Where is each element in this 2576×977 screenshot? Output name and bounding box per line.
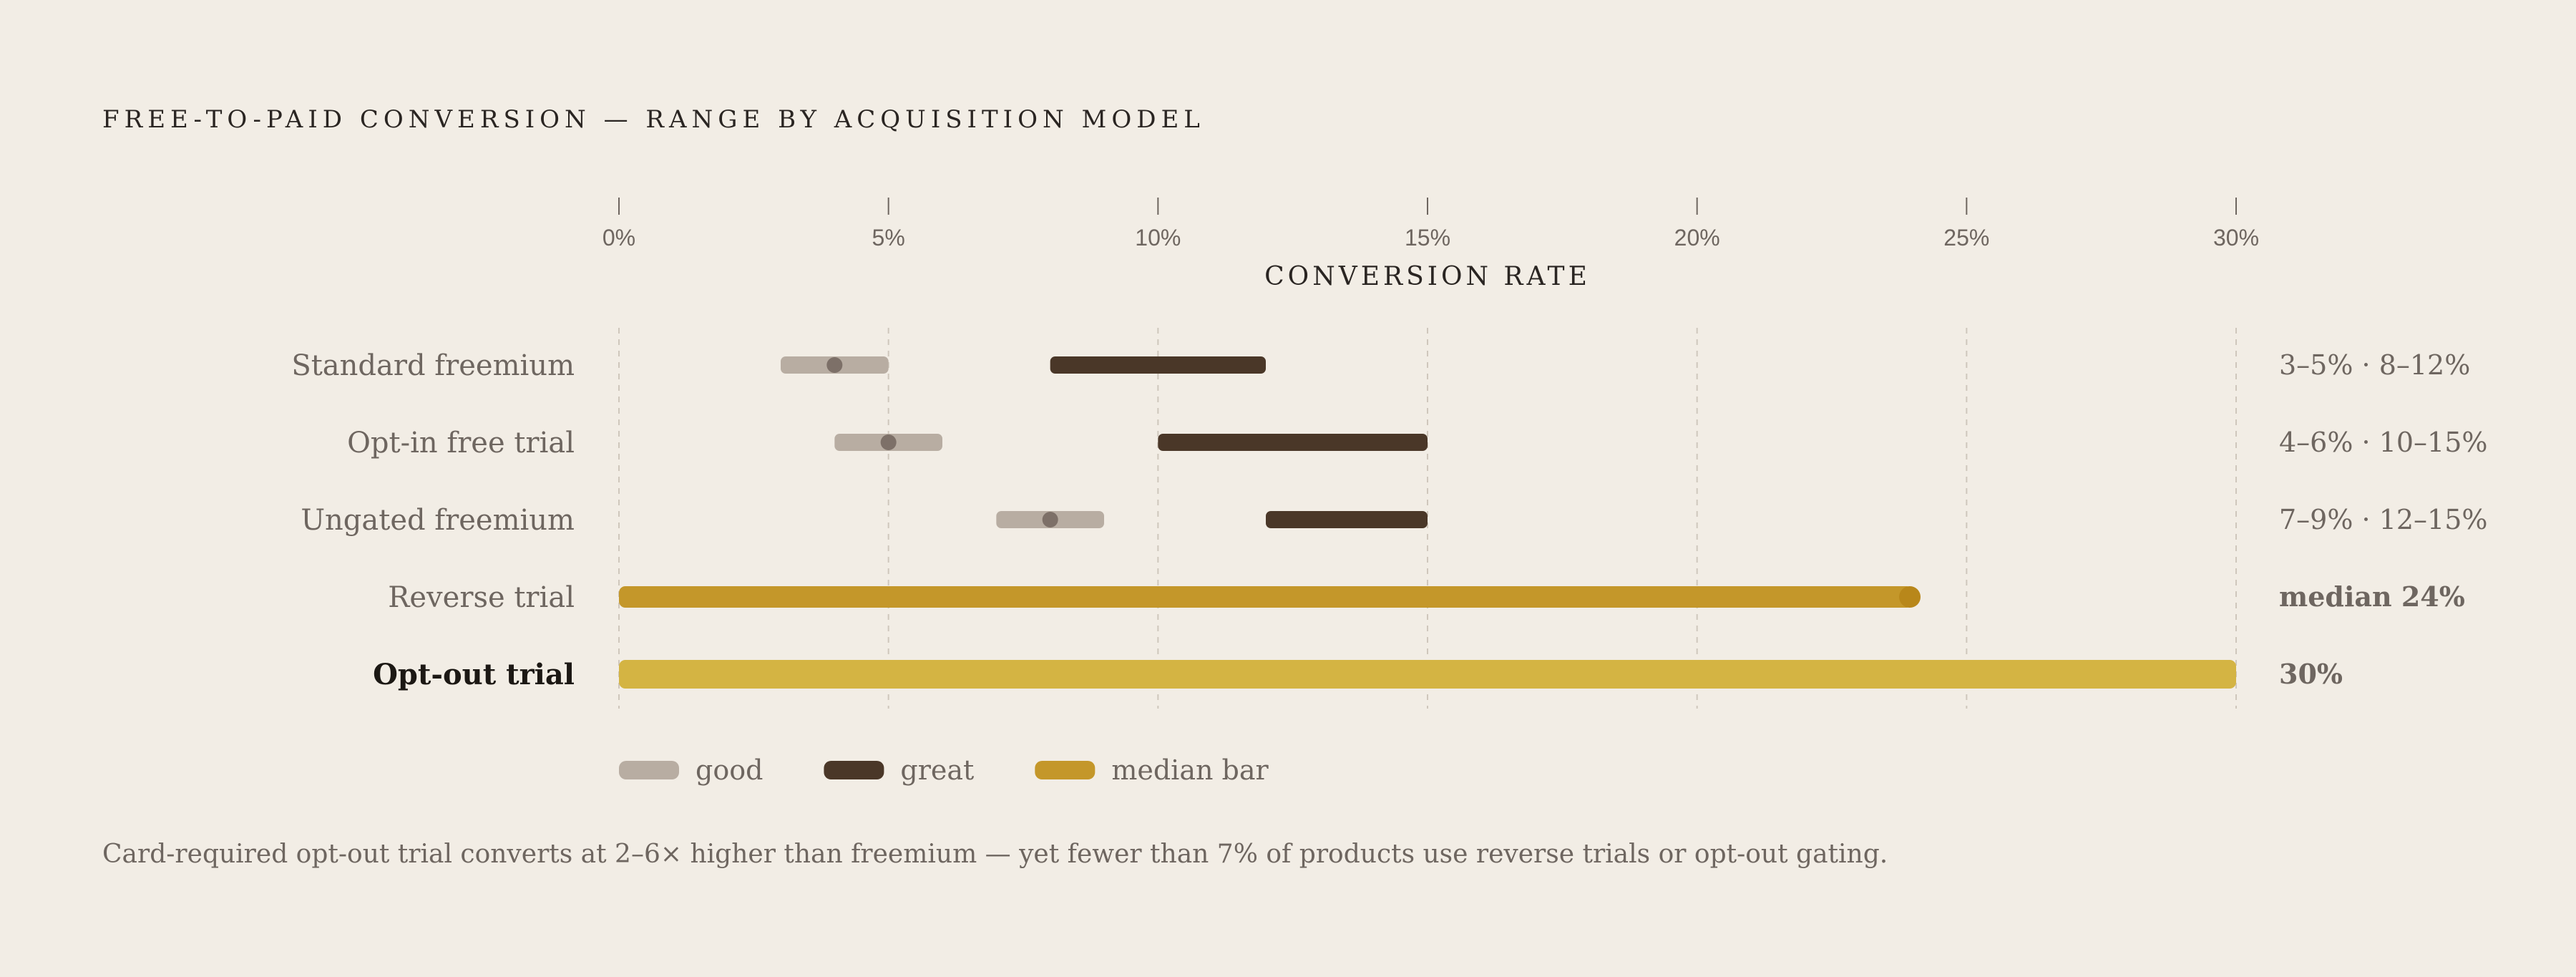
- x-axis-title: CONVERSION RATE: [1264, 262, 1591, 291]
- good-point-marker: [880, 434, 897, 450]
- row-value-label: median 24%: [2279, 580, 2465, 613]
- tick-label: 30%: [2213, 225, 2259, 251]
- row-value-label: 4–6% · 10–15%: [2279, 427, 2488, 458]
- tick-label: 10%: [1135, 225, 1181, 251]
- tick-label: 5%: [872, 225, 905, 251]
- legend-swatch-median: [1035, 761, 1096, 779]
- chart-title: FREE-TO-PAID CONVERSION — RANGE BY ACQUI…: [102, 105, 1205, 134]
- row-label: Opt-in free trial: [347, 427, 575, 460]
- great-range-bar: [1158, 434, 1428, 451]
- median-marker: [1899, 586, 1921, 608]
- chart-row: Ungated freemium 7–9% · 12–15%: [301, 504, 2487, 537]
- row-label: Ungated freemium: [301, 504, 575, 537]
- chart-row: Opt-out trial 30%: [373, 658, 2343, 691]
- chart-row: Standard freemium 3–5% · 8–12%: [291, 349, 2470, 382]
- legend-swatch-good: [619, 761, 679, 779]
- footnote: Card-required opt-out trial converts at …: [102, 840, 1888, 869]
- chart-row: Opt-in free trial 4–6% · 10–15%: [347, 427, 2487, 460]
- chart-rows: Standard freemium 3–5% · 8–12% Opt-in free…: [291, 349, 2487, 691]
- tick-label: 0%: [602, 225, 635, 251]
- row-value-label: 3–5% · 8–12%: [2279, 349, 2470, 381]
- good-point-marker: [826, 357, 843, 373]
- legend-swatch-great: [824, 761, 884, 779]
- great-range-bar: [1266, 511, 1428, 528]
- great-range-bar: [1050, 356, 1266, 374]
- row-label: Opt-out trial: [373, 658, 575, 691]
- legend: good great median bar: [619, 754, 1269, 786]
- chart-row: Reverse trial median 24%: [388, 580, 2465, 614]
- good-point-marker: [1042, 512, 1058, 528]
- row-label: Standard freemium: [291, 349, 575, 382]
- tick-label: 20%: [1674, 225, 1720, 251]
- legend-label-median: median bar: [1111, 754, 1269, 786]
- x-axis: 0% 5% 10% 15% 20% 25% 30%: [602, 198, 2259, 251]
- median-bar: [619, 660, 2236, 689]
- legend-label-good: good: [696, 754, 763, 786]
- legend-label-great: great: [900, 754, 974, 786]
- row-value-label: 7–9% · 12–15%: [2279, 504, 2488, 535]
- tick-label: 15%: [1405, 225, 1450, 251]
- median-bar: [619, 586, 1913, 608]
- row-value-label: 30%: [2279, 658, 2343, 690]
- row-label: Reverse trial: [388, 581, 575, 614]
- tick-label: 25%: [1943, 225, 1989, 251]
